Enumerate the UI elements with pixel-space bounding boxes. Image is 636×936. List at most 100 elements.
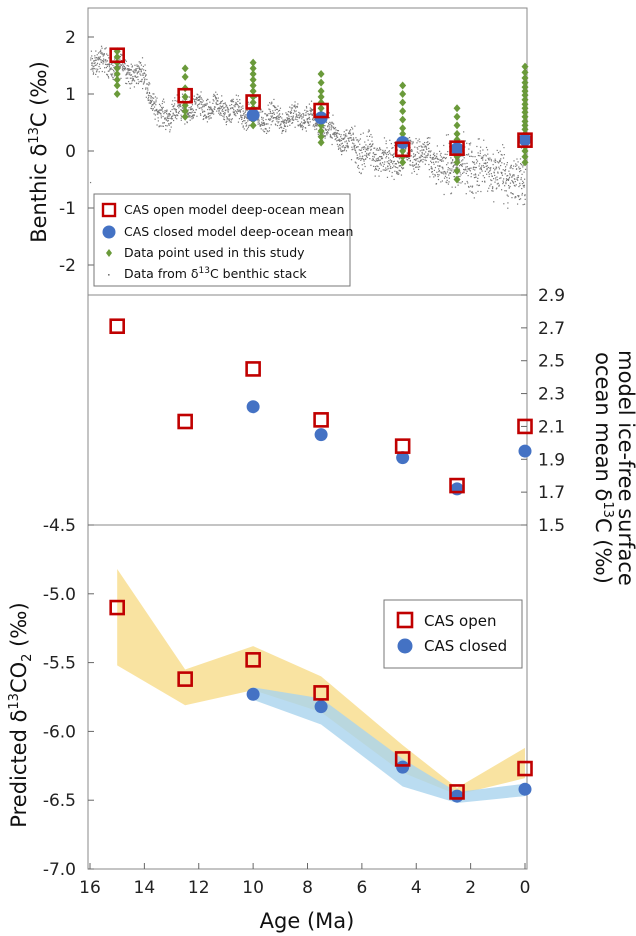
benthic-stack-dot (521, 173, 523, 175)
benthic-stack-dot (447, 151, 449, 153)
benthic-stack-dot (137, 67, 139, 70)
benthic-stack-dot (157, 117, 159, 119)
benthic-stack-dot (295, 110, 297, 112)
benthic-stack-dot (306, 119, 308, 121)
benthic-stack-dot (162, 125, 165, 127)
benthic-stack-dot (473, 176, 476, 179)
benthic-stack-dot (316, 125, 318, 127)
benthic-stack-dot (276, 112, 278, 114)
benthic-stack-dot (143, 69, 145, 71)
benthic-stack-dot (164, 109, 166, 112)
benthic-stack-dot (490, 158, 492, 161)
benthic-stack-dot (199, 95, 201, 97)
benthic-stack-dot (523, 171, 525, 173)
benthic-stack-dot (174, 109, 176, 111)
benthic-stack-dot (475, 166, 477, 169)
benthic-stack-dot (504, 190, 506, 192)
benthic-stack-dot (386, 176, 389, 178)
benthic-stack-dot (156, 97, 158, 99)
benthic-stack-dot (204, 110, 206, 113)
benthic-stack-dot (518, 168, 520, 170)
top-ytick-label: 1 (65, 85, 76, 105)
benthic-stack-dot (493, 167, 495, 169)
benthic-stack-dot (330, 135, 332, 138)
benthic-stack-dot (94, 59, 97, 61)
benthic-stack-dot (208, 106, 211, 108)
benthic-stack-dot (193, 95, 195, 97)
benthic-stack-dot (174, 117, 177, 119)
benthic-stack-dot (335, 133, 337, 135)
benthic-stack-dot (427, 153, 429, 155)
benthic-stack-dot (166, 110, 168, 112)
benthic-stack-dot (479, 150, 481, 152)
benthic-stack-dot (423, 156, 425, 158)
benthic-stack-dot (153, 106, 156, 108)
legend-label-benthic-stack: Data from δ13C benthic stack (124, 266, 307, 281)
benthic-stack-dot (326, 132, 328, 134)
benthic-stack-dot (229, 121, 231, 123)
benthic-stack-dot (466, 180, 468, 183)
benthic-stack-dot (446, 177, 448, 179)
benthic-stack-dot (342, 144, 344, 147)
benthic-stack-dot (202, 118, 204, 121)
benthic-stack-dot (243, 128, 245, 130)
benthic-stack-dot (161, 100, 164, 102)
data-diamond-point (113, 75, 121, 84)
benthic-stack-dot (356, 146, 358, 148)
benthic-stack-dot (169, 131, 171, 133)
benthic-stack-dot (361, 152, 363, 154)
benthic-stack-dot (179, 104, 182, 106)
benthic-stack-dot (399, 165, 401, 167)
benthic-stack-dot (418, 152, 420, 154)
benthic-stack-dot (367, 149, 369, 151)
benthic-stack-dot (465, 172, 467, 175)
data-diamond-point (453, 158, 461, 167)
benthic-stack-dot (281, 113, 284, 115)
benthic-stack-dot (217, 103, 219, 105)
top-cas-closed-point (518, 133, 532, 147)
benthic-stack-dot (512, 193, 514, 195)
benthic-stack-dot (286, 119, 288, 122)
benthic-stack-dot (155, 104, 157, 106)
benthic-stack-dot (225, 104, 227, 106)
benthic-stack-dot (287, 118, 289, 120)
benthic-stack-dot (196, 115, 198, 117)
benthic-stack-dot (160, 117, 162, 119)
benthic-stack-dot (450, 157, 452, 159)
benthic-stack-dot (338, 144, 341, 146)
benthic-stack-dot (105, 61, 107, 63)
benthic-stack-dot (170, 118, 173, 120)
benthic-stack-dot (512, 182, 515, 184)
benthic-stack-dot (239, 110, 242, 112)
benthic-stack-dot (167, 117, 169, 120)
benthic-stack-dot (408, 157, 410, 159)
benthic-stack-dot (496, 187, 498, 189)
data-diamond-point (249, 121, 257, 130)
benthic-stack-dot (396, 173, 398, 175)
benthic-stack-dot (262, 122, 265, 124)
benthic-stack-dot (481, 156, 483, 158)
benthic-stack-dot (415, 138, 417, 140)
benthic-stack-dot (201, 107, 203, 109)
benthic-stack-dot (400, 165, 402, 167)
benthic-stack-dot (123, 67, 125, 69)
benthic-stack-dot (494, 177, 497, 179)
benthic-stack-dot (288, 119, 291, 121)
benthic-stack-dot (303, 121, 305, 124)
benthic-stack-dot (506, 164, 508, 166)
benthic-stack-dot (334, 127, 337, 129)
benthic-stack-dot (389, 167, 391, 169)
benthic-stack-dot (435, 183, 438, 185)
benthic-stack-dot (179, 105, 181, 107)
benthic-stack-dot (516, 158, 518, 160)
benthic-stack-dot (495, 179, 497, 181)
benthic-stack-dot (328, 124, 330, 126)
benthic-stack-dot (466, 142, 468, 144)
benthic-stack-dot (289, 111, 291, 113)
benthic-stack-dot (387, 153, 389, 156)
benthic-stack-dot (437, 178, 440, 181)
benthic-stack-dot (324, 135, 326, 137)
benthic-stack-dot (299, 116, 301, 118)
benthic-stack-dot (211, 112, 213, 115)
